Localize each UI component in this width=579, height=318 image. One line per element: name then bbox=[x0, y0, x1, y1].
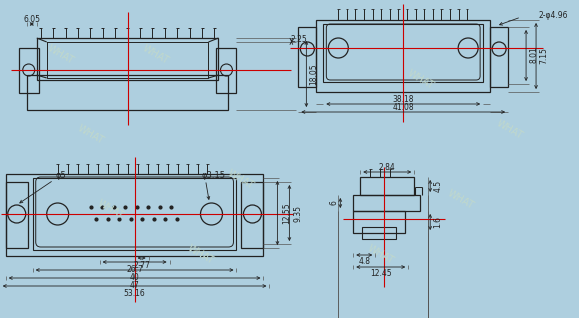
Text: 12.55: 12.55 bbox=[282, 202, 291, 224]
Text: WHAT: WHAT bbox=[185, 244, 215, 266]
Text: WHAT: WHAT bbox=[495, 119, 525, 142]
Text: WHAT: WHAT bbox=[96, 198, 126, 222]
Bar bbox=[362, 227, 396, 239]
Bar bbox=[19, 48, 39, 93]
Text: 53.16: 53.16 bbox=[124, 288, 145, 298]
Bar bbox=[6, 182, 28, 248]
Bar bbox=[353, 211, 405, 233]
Bar bbox=[360, 177, 414, 195]
Text: φ3.15: φ3.15 bbox=[201, 171, 225, 181]
Text: 38.18: 38.18 bbox=[393, 95, 414, 105]
Text: WHAT: WHAT bbox=[445, 189, 475, 211]
Bar bbox=[353, 195, 420, 211]
Text: 2.84: 2.84 bbox=[379, 162, 395, 171]
Text: 12.45: 12.45 bbox=[370, 269, 391, 279]
Text: 4.5: 4.5 bbox=[434, 180, 443, 192]
Bar bbox=[36, 38, 218, 80]
Bar bbox=[27, 75, 229, 110]
Bar bbox=[6, 174, 263, 256]
Text: 26.7: 26.7 bbox=[126, 265, 143, 273]
Bar bbox=[490, 27, 508, 87]
Text: 6.05: 6.05 bbox=[23, 15, 40, 24]
Text: WHAT: WHAT bbox=[405, 68, 435, 92]
Bar bbox=[241, 182, 263, 248]
Text: 41.08: 41.08 bbox=[393, 103, 414, 113]
Text: WHAT: WHAT bbox=[365, 244, 395, 266]
Bar bbox=[33, 178, 236, 250]
Bar bbox=[316, 20, 490, 92]
Bar bbox=[217, 48, 236, 93]
Bar bbox=[298, 27, 316, 87]
Text: 18.05: 18.05 bbox=[309, 63, 318, 85]
Text: 2-φ4.96: 2-φ4.96 bbox=[538, 10, 567, 19]
Text: WHAT: WHAT bbox=[141, 44, 171, 66]
Text: 1.6: 1.6 bbox=[434, 216, 443, 228]
Text: WHAT: WHAT bbox=[46, 44, 76, 66]
Text: 4.8: 4.8 bbox=[358, 258, 371, 266]
Text: φ5: φ5 bbox=[56, 171, 67, 181]
Text: 7.15: 7.15 bbox=[540, 48, 548, 65]
Bar bbox=[323, 24, 483, 82]
Text: WHAT: WHAT bbox=[225, 169, 255, 191]
Text: 9.35: 9.35 bbox=[294, 204, 303, 222]
Text: 40: 40 bbox=[130, 273, 140, 281]
Text: 8.01: 8.01 bbox=[530, 47, 538, 63]
Text: WHAT: WHAT bbox=[76, 123, 105, 147]
Text: 2.25: 2.25 bbox=[291, 36, 308, 45]
Text: 6: 6 bbox=[330, 201, 339, 205]
Text: 47: 47 bbox=[130, 280, 140, 289]
Text: 2.77: 2.77 bbox=[133, 260, 150, 269]
